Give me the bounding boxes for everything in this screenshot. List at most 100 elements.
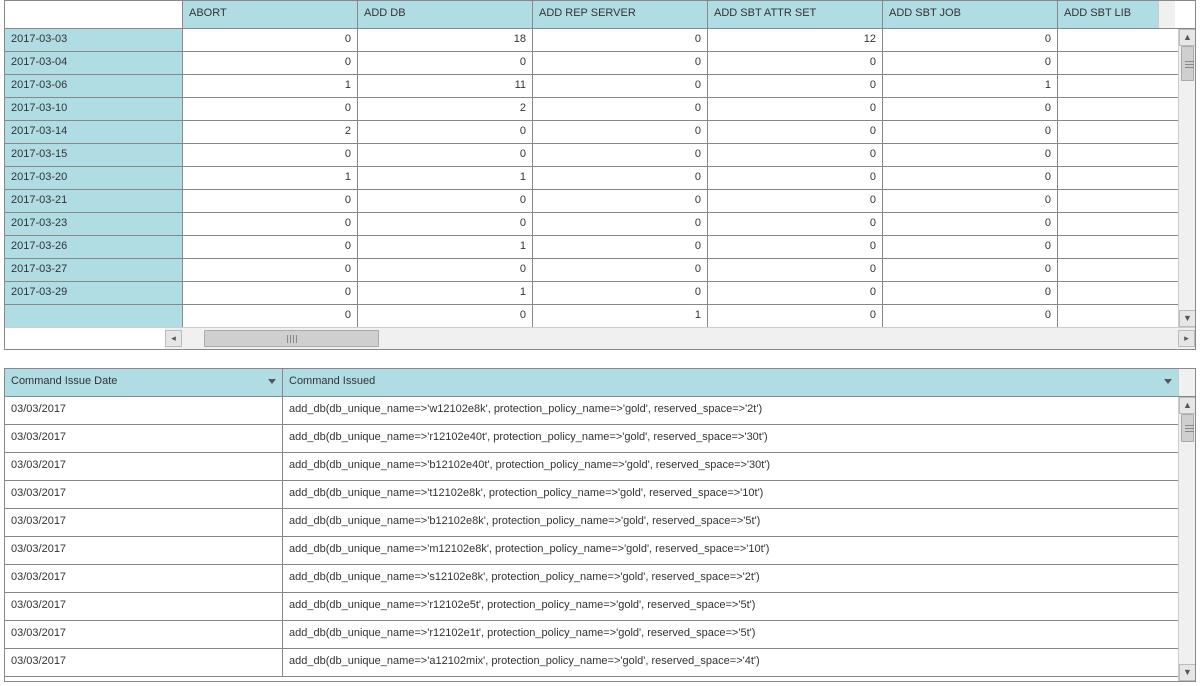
- pivot-cell[interactable]: 0: [883, 121, 1058, 143]
- pivot-column-header[interactable]: ADD SBT ATTR SET: [708, 1, 883, 28]
- pivot-cell[interactable]: 0: [183, 52, 358, 74]
- pivot-row-header[interactable]: 2017-03-29: [5, 282, 183, 304]
- pivot-column-header[interactable]: ADD SBT LIB: [1058, 1, 1158, 28]
- pivot-row-header[interactable]: 2017-03-23: [5, 213, 183, 235]
- pivot-cell[interactable]: 0: [358, 121, 533, 143]
- pivot-cell[interactable]: 0: [358, 213, 533, 235]
- cell-command-issue-date[interactable]: 03/03/2017: [5, 509, 283, 536]
- pivot-row-header[interactable]: 2017-03-14: [5, 121, 183, 143]
- cell-command-issue-date[interactable]: 03/03/2017: [5, 621, 283, 648]
- detail-row[interactable]: 03/03/2017add_db(db_unique_name=>'r12102…: [5, 593, 1195, 621]
- cell-command-issued[interactable]: add_db(db_unique_name=>'a12102mix', prot…: [283, 649, 1178, 676]
- pivot-cell[interactable]: 0: [533, 236, 708, 258]
- cell-command-issue-date[interactable]: 03/03/2017: [5, 453, 283, 480]
- cell-command-issued[interactable]: add_db(db_unique_name=>'r12102e40t', pro…: [283, 425, 1178, 452]
- pivot-cell[interactable]: [1058, 167, 1158, 189]
- scroll-thumb[interactable]: [1181, 46, 1194, 81]
- pivot-cell[interactable]: 0: [183, 190, 358, 212]
- pivot-row-header[interactable]: 2017-03-10: [5, 98, 183, 120]
- scroll-up-arrow[interactable]: ▲: [1179, 29, 1195, 46]
- cell-command-issue-date[interactable]: 03/03/2017: [5, 425, 283, 452]
- detail-vertical-scrollbar[interactable]: ▲ ▼: [1178, 397, 1195, 681]
- pivot-column-header[interactable]: ADD DB: [358, 1, 533, 28]
- pivot-cell[interactable]: 0: [183, 282, 358, 304]
- pivot-cell[interactable]: [1058, 282, 1158, 304]
- scroll-track[interactable]: [182, 330, 1178, 347]
- pivot-row-header[interactable]: [5, 305, 183, 327]
- pivot-cell[interactable]: 0: [183, 98, 358, 120]
- pivot-cell[interactable]: [1058, 144, 1158, 166]
- pivot-row[interactable]: 2017-03-2011000: [5, 167, 1195, 190]
- pivot-cell[interactable]: [1058, 259, 1158, 281]
- pivot-row[interactable]: 2017-03-0400000: [5, 52, 1195, 75]
- pivot-row[interactable]: 2017-03-2901000: [5, 282, 1195, 305]
- pivot-row-header[interactable]: 2017-03-21: [5, 190, 183, 212]
- pivot-row[interactable]: 2017-03-06111001: [5, 75, 1195, 98]
- pivot-cell[interactable]: 1: [183, 75, 358, 97]
- pivot-cell[interactable]: [1058, 213, 1158, 235]
- pivot-cell[interactable]: 0: [708, 75, 883, 97]
- detail-row[interactable]: 03/03/2017add_db(db_unique_name=>'a12102…: [5, 649, 1195, 677]
- detail-row[interactable]: 03/03/2017add_db(db_unique_name=>'s12102…: [5, 565, 1195, 593]
- pivot-cell[interactable]: [1058, 98, 1158, 120]
- pivot-cell[interactable]: 2: [183, 121, 358, 143]
- pivot-cell[interactable]: 0: [183, 213, 358, 235]
- pivot-cell[interactable]: 1: [183, 167, 358, 189]
- scroll-up-arrow[interactable]: ▲: [1179, 397, 1195, 414]
- pivot-cell[interactable]: 0: [358, 305, 533, 327]
- pivot-row[interactable]: 2017-03-030180120: [5, 29, 1195, 52]
- pivot-vertical-scrollbar[interactable]: ▲ ▼: [1178, 29, 1195, 327]
- pivot-cell[interactable]: 0: [533, 121, 708, 143]
- pivot-cell[interactable]: 0: [708, 213, 883, 235]
- pivot-cell[interactable]: 0: [358, 144, 533, 166]
- scroll-right-arrow[interactable]: ▸: [1178, 330, 1195, 347]
- detail-row[interactable]: 03/03/2017add_db(db_unique_name=>'t12102…: [5, 481, 1195, 509]
- pivot-row-header[interactable]: 2017-03-06: [5, 75, 183, 97]
- pivot-row[interactable]: 2017-03-2700000: [5, 259, 1195, 282]
- pivot-cell[interactable]: 0: [883, 305, 1058, 327]
- cell-command-issued[interactable]: add_db(db_unique_name=>'b12102e40t', pro…: [283, 453, 1178, 480]
- pivot-cell[interactable]: 0: [183, 144, 358, 166]
- pivot-cell[interactable]: 0: [533, 190, 708, 212]
- cell-command-issued[interactable]: add_db(db_unique_name=>'b12102e8k', prot…: [283, 509, 1178, 536]
- pivot-cell[interactable]: 0: [883, 213, 1058, 235]
- pivot-cell[interactable]: 0: [883, 236, 1058, 258]
- pivot-row-header[interactable]: 2017-03-26: [5, 236, 183, 258]
- pivot-column-header[interactable]: ADD REP SERVER: [533, 1, 708, 28]
- pivot-row-header[interactable]: 2017-03-03: [5, 29, 183, 51]
- pivot-cell[interactable]: [1058, 52, 1158, 74]
- pivot-cell[interactable]: 0: [708, 305, 883, 327]
- scroll-thumb[interactable]: [1181, 414, 1194, 442]
- pivot-cell[interactable]: [1058, 121, 1158, 143]
- pivot-cell[interactable]: 0: [708, 190, 883, 212]
- pivot-cell[interactable]: 0: [883, 282, 1058, 304]
- pivot-cell[interactable]: 0: [183, 259, 358, 281]
- pivot-cell[interactable]: 0: [183, 236, 358, 258]
- pivot-cell[interactable]: 0: [533, 52, 708, 74]
- pivot-cell[interactable]: [1058, 29, 1158, 51]
- column-header-command-issue-date[interactable]: Command Issue Date: [5, 369, 283, 396]
- pivot-cell[interactable]: 0: [883, 52, 1058, 74]
- scroll-thumb[interactable]: [204, 330, 379, 347]
- pivot-cell[interactable]: 0: [358, 52, 533, 74]
- cell-command-issued[interactable]: add_db(db_unique_name=>'m12102e8k', prot…: [283, 537, 1178, 564]
- detail-row[interactable]: 03/03/2017add_db(db_unique_name=>'r12102…: [5, 425, 1195, 453]
- pivot-horizontal-scrollbar[interactable]: ◂ ▸: [165, 328, 1195, 349]
- cell-command-issued[interactable]: add_db(db_unique_name=>'t12102e8k', prot…: [283, 481, 1178, 508]
- pivot-cell[interactable]: 0: [533, 98, 708, 120]
- pivot-column-header[interactable]: ABORT: [183, 1, 358, 28]
- pivot-cell[interactable]: 0: [708, 282, 883, 304]
- cell-command-issue-date[interactable]: 03/03/2017: [5, 565, 283, 592]
- cell-command-issue-date[interactable]: 03/03/2017: [5, 397, 283, 424]
- pivot-cell[interactable]: 0: [533, 213, 708, 235]
- pivot-cell[interactable]: 0: [708, 121, 883, 143]
- pivot-row[interactable]: 2017-03-2300000: [5, 213, 1195, 236]
- pivot-row-header[interactable]: 2017-03-04: [5, 52, 183, 74]
- detail-row[interactable]: 03/03/2017add_db(db_unique_name=>'b12102…: [5, 453, 1195, 481]
- cell-command-issue-date[interactable]: 03/03/2017: [5, 481, 283, 508]
- detail-row[interactable]: 03/03/2017add_db(db_unique_name=>'b12102…: [5, 509, 1195, 537]
- cell-command-issued[interactable]: add_db(db_unique_name=>'r12102e1t', prot…: [283, 621, 1178, 648]
- pivot-cell[interactable]: 0: [533, 167, 708, 189]
- pivot-cell[interactable]: 1: [358, 167, 533, 189]
- pivot-cell[interactable]: 0: [533, 75, 708, 97]
